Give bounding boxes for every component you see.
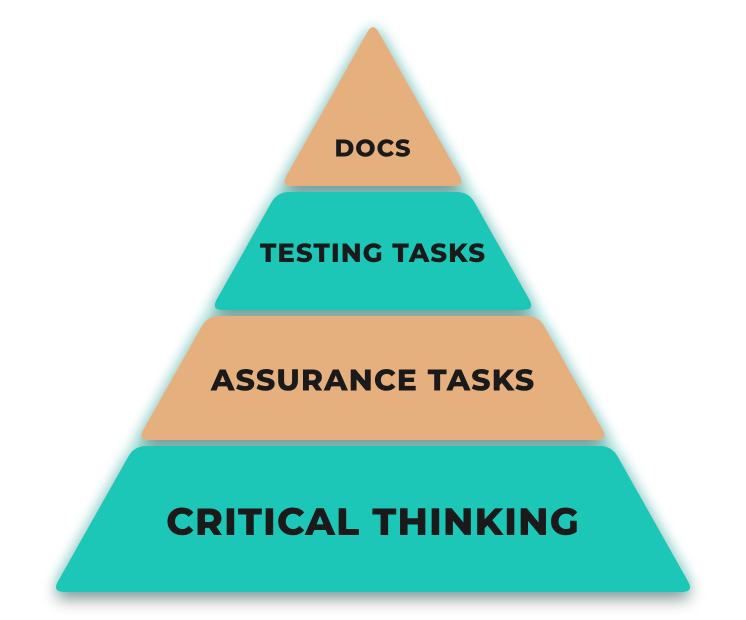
pyramid-svg: DOCS TESTING TASKS ASSURANCE TASKS CRITICAL… (0, 0, 746, 620)
pyramid-level-label-1: TESTING TASKS (260, 237, 486, 269)
pyramid-level-label-3: CRITICAL THINKING (166, 498, 580, 545)
pyramid-diagram: DOCS TESTING TASKS ASSURANCE TASKS CRITICAL… (0, 0, 746, 620)
pyramid-level-label-0: DOCS (334, 134, 411, 163)
pyramid-level-label-2: ASSURANCE TASKS (210, 362, 535, 399)
